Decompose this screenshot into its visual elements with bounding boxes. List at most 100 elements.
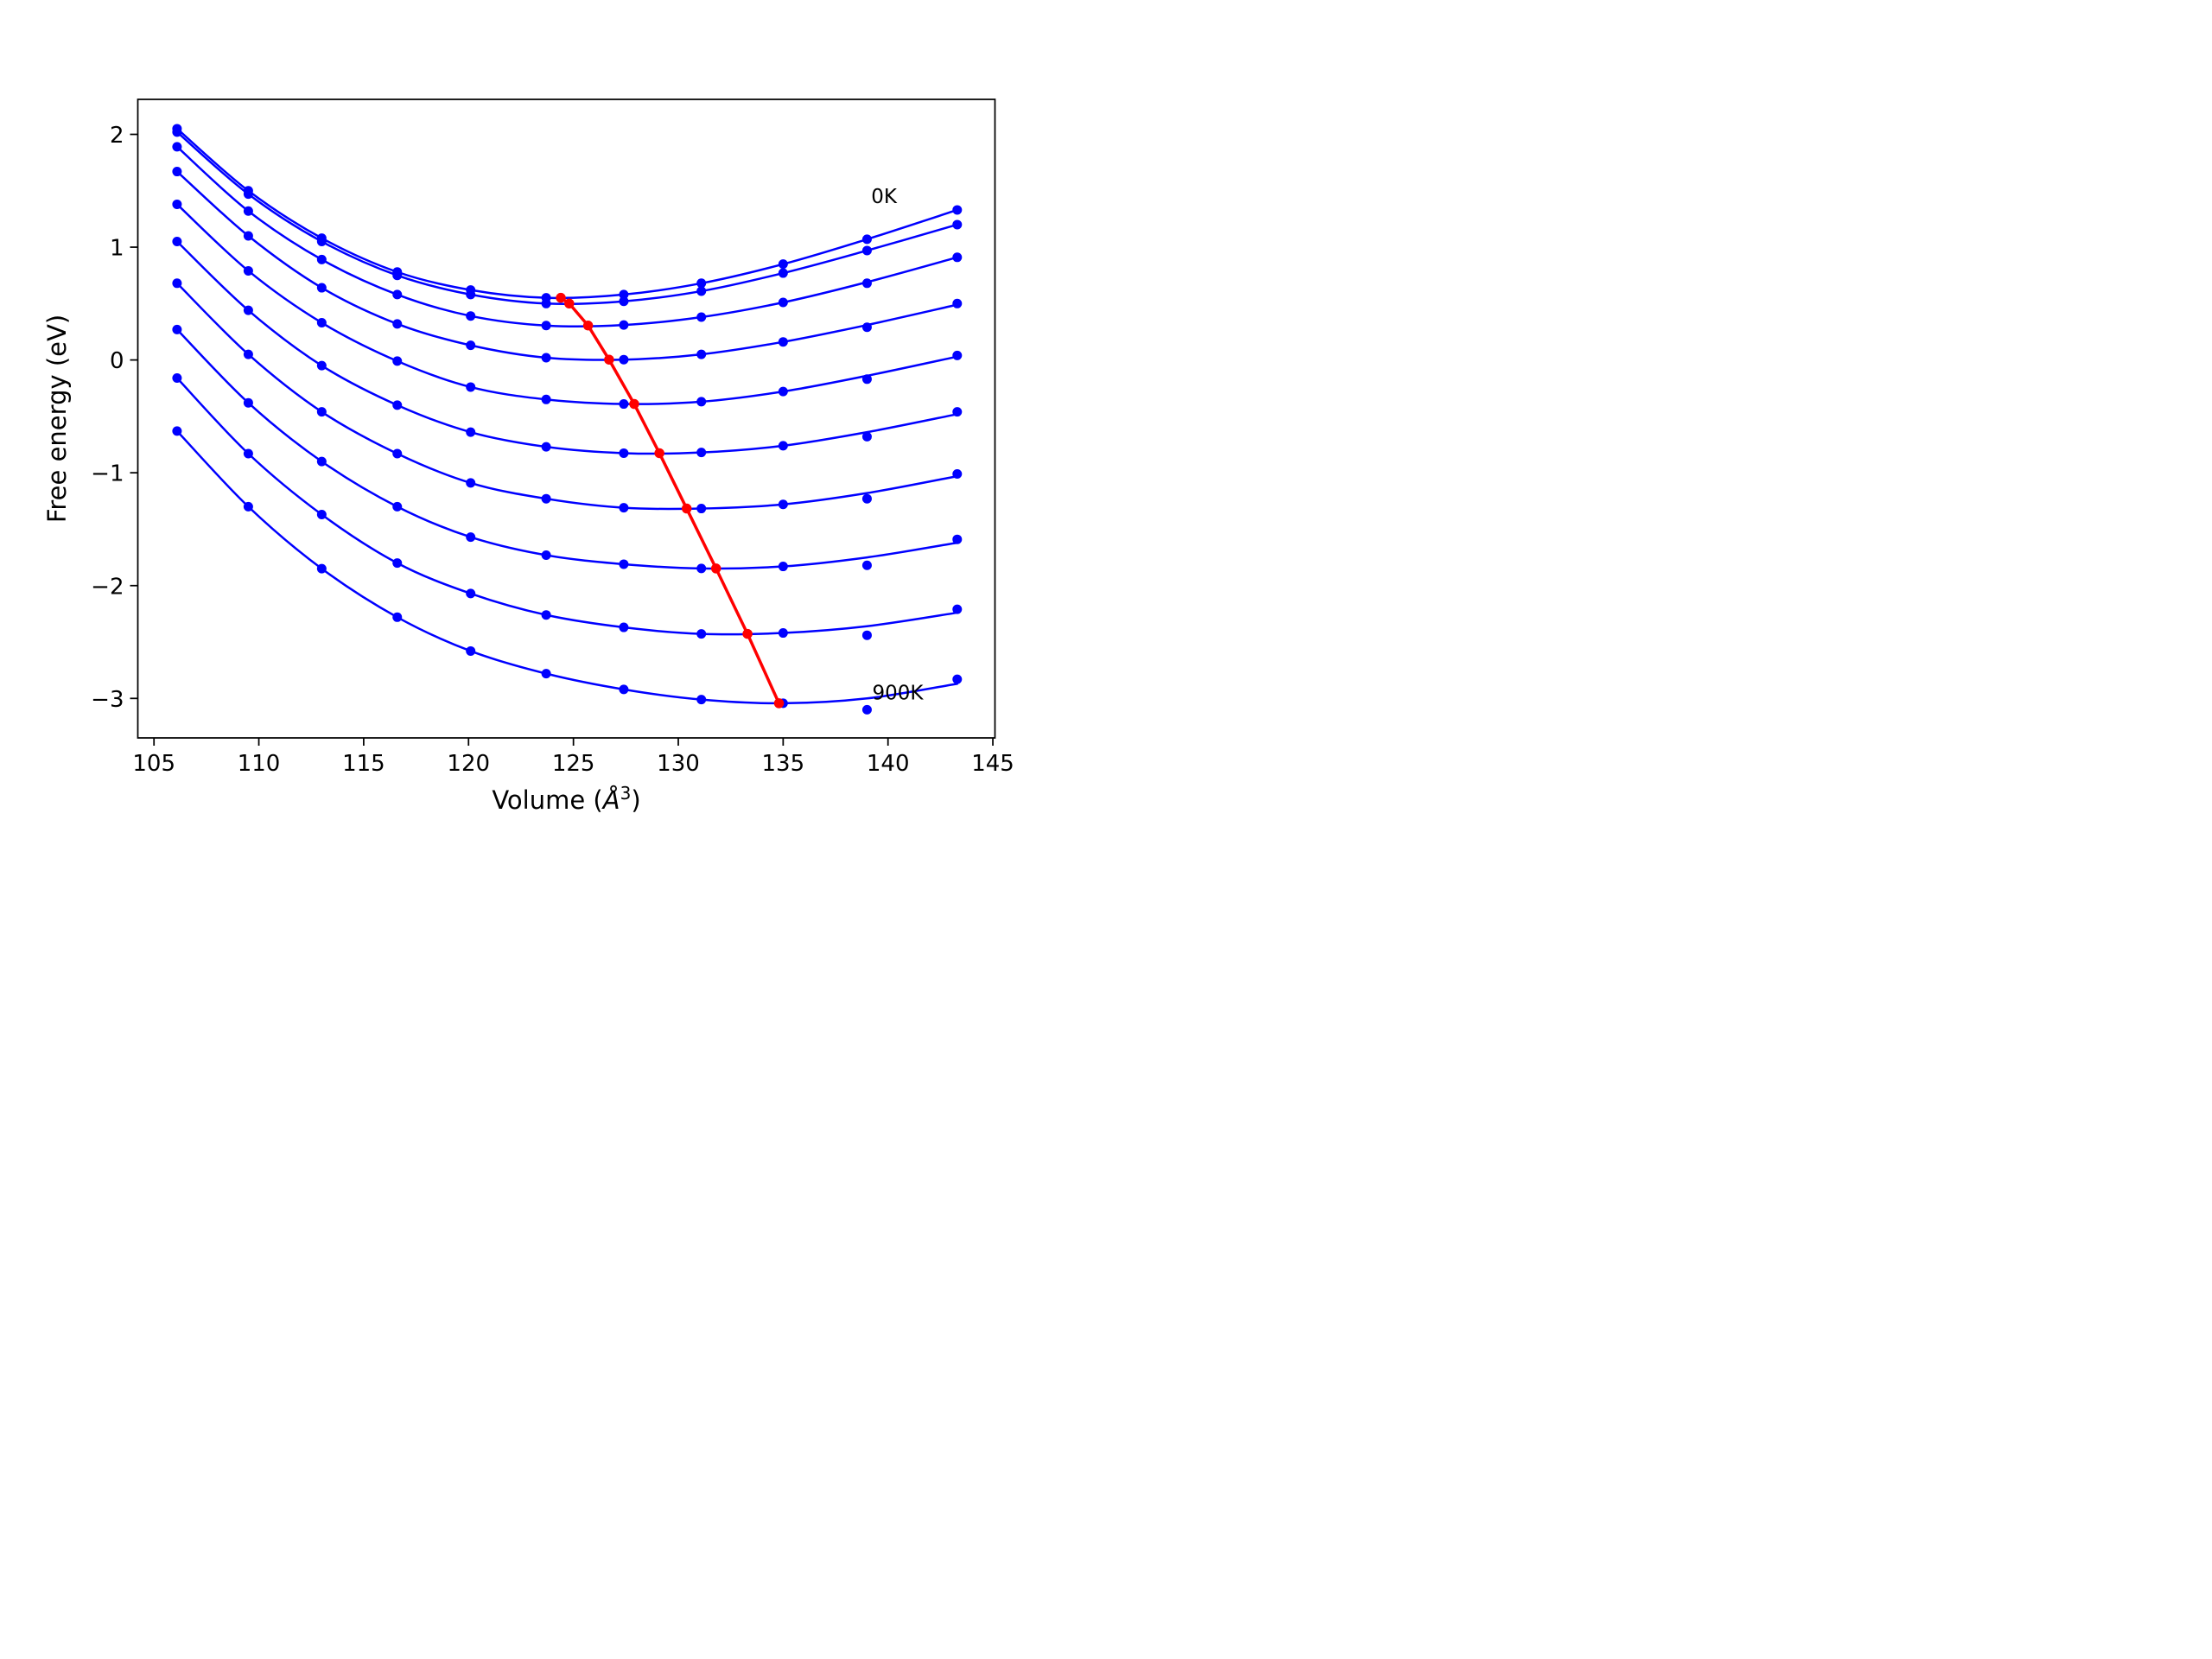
data-point-100K: [316, 237, 327, 246]
data-point-500K: [952, 407, 963, 417]
data-point-700K: [619, 559, 629, 569]
data-point-300K: [243, 231, 253, 241]
data-point-400K: [619, 399, 629, 410]
data-point-900K: [952, 674, 963, 684]
data-point-700K: [696, 563, 707, 574]
data-point-300K: [696, 349, 707, 359]
annotation-900K: 900K: [873, 683, 925, 705]
y-tick-label: 0: [110, 348, 124, 374]
y-axis-label: Free energy (eV): [42, 315, 72, 523]
data-point-900K: [316, 563, 327, 574]
data-point-900K: [861, 704, 872, 715]
equilibrium-minimum-point: [773, 698, 785, 709]
data-point-600K: [861, 493, 872, 504]
y-tick-label: −1: [91, 461, 124, 487]
equilibrium-minimum-point: [629, 398, 639, 410]
data-point-0K: [696, 278, 707, 289]
data-point-300K: [541, 353, 551, 363]
data-point-600K: [316, 407, 327, 417]
data-point-700K: [243, 397, 253, 408]
data-point-200K: [541, 321, 551, 331]
data-point-700K: [861, 560, 872, 570]
data-point-0K: [619, 289, 629, 300]
isotherm-curve-0K: [175, 127, 959, 300]
data-point-500K: [243, 305, 253, 315]
data-point-100K: [861, 245, 872, 256]
y-tick-label: −2: [91, 574, 124, 600]
data-point-100K: [952, 219, 963, 230]
data-point-700K: [541, 550, 551, 560]
data-point-600K: [952, 469, 963, 479]
x-tick-label: 105: [132, 751, 175, 777]
data-point-100K: [619, 296, 629, 307]
data-point-500K: [541, 442, 551, 452]
x-tick-label: 135: [762, 751, 805, 777]
data-point-0K: [861, 234, 872, 245]
data-point-300K: [861, 322, 872, 333]
data-point-600K: [172, 278, 182, 289]
data-point-400K: [696, 397, 707, 407]
equilibrium-minimum-point: [681, 503, 692, 514]
equilibrium-path: [559, 296, 781, 705]
isotherm-curve-900K: [175, 429, 959, 705]
data-point-200K: [466, 311, 476, 321]
data-point-400K: [243, 265, 253, 276]
data-point-900K: [696, 695, 707, 705]
data-point-700K: [172, 324, 182, 334]
data-point-700K: [778, 562, 788, 572]
data-point-800K: [172, 373, 182, 383]
data-point-800K: [316, 510, 327, 519]
x-axis-label: Volume (Å3): [492, 783, 640, 815]
data-point-100K: [696, 286, 707, 296]
data-point-200K: [952, 252, 963, 263]
data-point-900K: [541, 669, 551, 679]
data-point-100K: [172, 127, 182, 137]
data-point-900K: [392, 612, 403, 622]
data-point-500K: [316, 360, 327, 371]
isotherm-curve-100K: [175, 130, 959, 306]
data-point-300K: [952, 298, 963, 308]
data-point-800K: [392, 558, 403, 569]
data-point-100K: [392, 270, 403, 281]
equilibrium-minimum-point: [604, 354, 614, 365]
data-point-400K: [316, 318, 327, 327]
data-point-500K: [392, 400, 403, 410]
data-point-800K: [861, 630, 872, 640]
x-tick-label: 130: [657, 751, 700, 777]
data-point-600K: [466, 478, 476, 488]
data-point-200K: [861, 278, 872, 289]
data-point-400K: [466, 382, 476, 392]
y-tick-label: 2: [110, 123, 124, 149]
data-point-800K: [778, 628, 788, 639]
data-point-500K: [172, 237, 182, 246]
equilibrium-minimum-point: [710, 563, 721, 574]
x-tick-label: 145: [971, 751, 1014, 777]
data-point-300K: [392, 319, 403, 329]
data-point-800K: [466, 588, 476, 599]
equilibrium-minimum-point: [582, 321, 594, 331]
annotation-0K: 0K: [871, 186, 898, 208]
data-point-400K: [541, 394, 551, 404]
data-point-300K: [316, 283, 327, 293]
equilibrium-minimum-point: [564, 298, 575, 309]
data-point-200K: [619, 320, 629, 330]
data-point-400K: [778, 386, 788, 397]
data-point-600K: [778, 499, 788, 510]
data-point-300K: [778, 337, 788, 347]
equilibrium-minimum-point: [654, 448, 664, 459]
data-point-400K: [952, 350, 963, 360]
axes-frame: [137, 99, 996, 739]
y-tick-label: −3: [91, 687, 124, 713]
data-point-300K: [172, 167, 182, 177]
data-point-200K: [172, 142, 182, 152]
data-point-200K: [778, 297, 788, 308]
isotherm-curve-600K: [175, 282, 959, 511]
data-point-800K: [243, 448, 253, 459]
data-point-600K: [541, 493, 551, 504]
x-tick-label: 115: [342, 751, 385, 777]
data-point-900K: [466, 645, 476, 656]
x-tick-label: 140: [867, 751, 910, 777]
data-point-600K: [392, 448, 403, 459]
data-point-100K: [541, 298, 551, 308]
data-point-600K: [696, 504, 707, 514]
